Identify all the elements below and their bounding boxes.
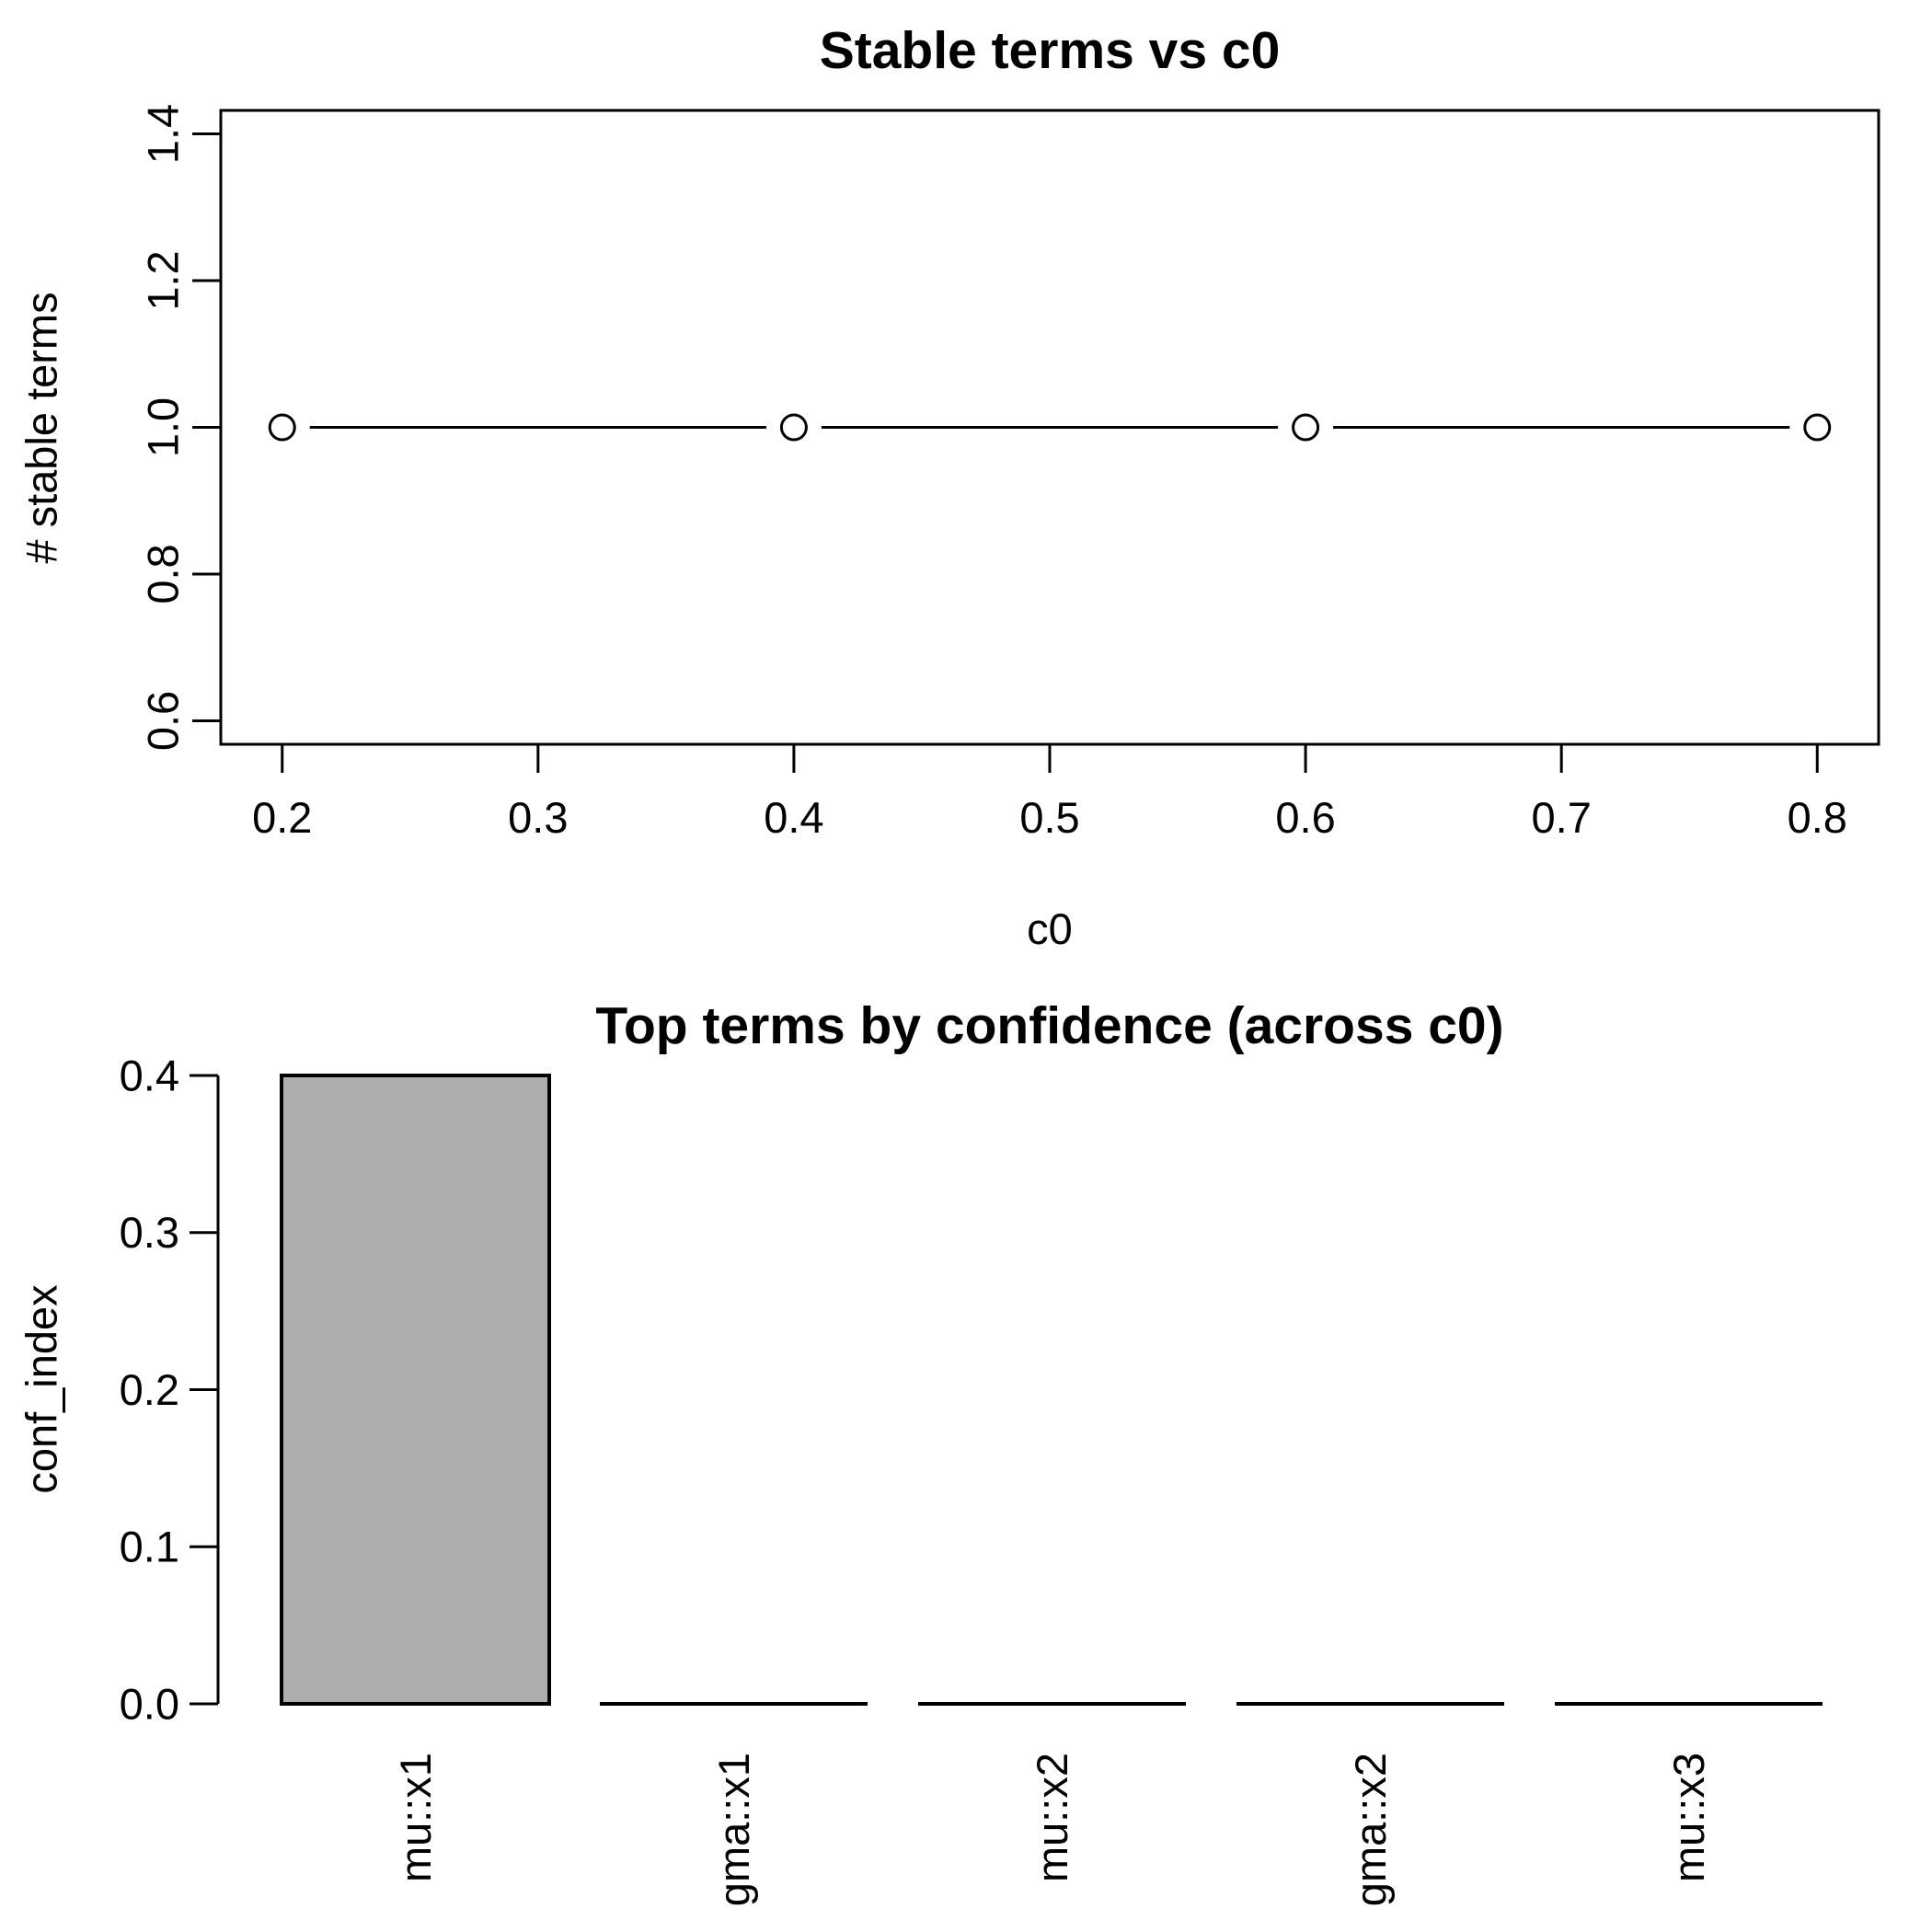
bottom-chart-title: Top terms by confidence (across c0) bbox=[595, 996, 1504, 1055]
data-point-marker bbox=[1292, 413, 1320, 442]
y-tick-label: 1.2 bbox=[138, 250, 187, 310]
bar-category-label: mu::x2 bbox=[1028, 1753, 1076, 1882]
y-tick-label: 0.6 bbox=[138, 691, 187, 751]
top-chart-plot-area: 0.2 0.3 0.4 0.5 0.6 0.7 0.8 0.6 0.8 1.0 1.2 1.4 bbox=[138, 104, 1880, 842]
y-tick-label: 0.4 bbox=[120, 1051, 179, 1099]
x-tick-label: 0.7 bbox=[1532, 793, 1592, 842]
top-chart-x-axis-title: c0 bbox=[1027, 904, 1073, 953]
data-point-marker bbox=[1803, 413, 1832, 442]
y-tick-label: 1.0 bbox=[138, 397, 187, 457]
data-point-marker bbox=[268, 413, 296, 442]
data-point-marker bbox=[779, 413, 808, 442]
bar-category-label: gma::x1 bbox=[709, 1753, 758, 1906]
bar bbox=[280, 1074, 551, 1706]
x-tick-label: 0.2 bbox=[252, 793, 312, 842]
y-tick-label: 0.2 bbox=[120, 1365, 179, 1414]
bar-category-label: mu::x3 bbox=[1664, 1753, 1713, 1882]
x-tick-label: 0.5 bbox=[1019, 793, 1079, 842]
bar-category-label: mu::x1 bbox=[391, 1753, 440, 1882]
top-chart-title: Stable terms vs c0 bbox=[819, 21, 1281, 80]
y-tick-label: 0.8 bbox=[138, 544, 187, 604]
bottom-chart-plot-area: 0.0 0.1 0.2 0.3 0.4mu::x1 gma::x1 mu::x2 gma::x… bbox=[120, 1051, 1823, 1906]
bar-category-label: gma::x2 bbox=[1346, 1753, 1395, 1906]
y-tick-label: 1.4 bbox=[138, 104, 187, 164]
x-tick-label: 0.4 bbox=[764, 793, 823, 842]
x-tick-label: 0.3 bbox=[508, 793, 568, 842]
y-tick-label: 0.3 bbox=[120, 1208, 179, 1257]
x-tick-label: 0.8 bbox=[1788, 793, 1847, 842]
x-tick-label: 0.6 bbox=[1275, 793, 1335, 842]
y-tick-label: 0.1 bbox=[120, 1523, 179, 1571]
y-tick-label: 0.0 bbox=[120, 1679, 179, 1728]
